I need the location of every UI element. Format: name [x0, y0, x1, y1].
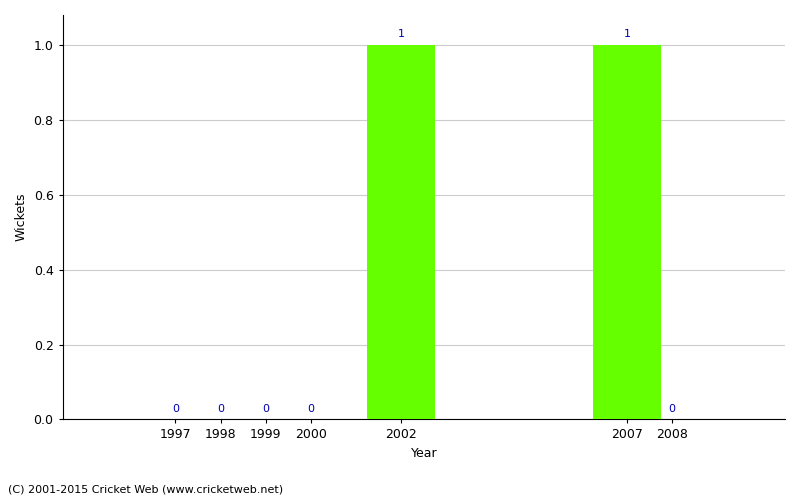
Text: 0: 0	[307, 404, 314, 414]
Text: 0: 0	[172, 404, 179, 414]
Bar	[367, 45, 435, 420]
Bar	[593, 45, 661, 420]
Y-axis label: Wickets: Wickets	[15, 193, 28, 242]
Text: 1: 1	[623, 30, 630, 40]
Text: 0: 0	[217, 404, 224, 414]
X-axis label: Year: Year	[410, 447, 437, 460]
Text: (C) 2001-2015 Cricket Web (www.cricketweb.net): (C) 2001-2015 Cricket Web (www.cricketwe…	[8, 485, 283, 495]
Text: 0: 0	[262, 404, 270, 414]
Text: 0: 0	[669, 404, 676, 414]
Text: 1: 1	[398, 30, 405, 40]
